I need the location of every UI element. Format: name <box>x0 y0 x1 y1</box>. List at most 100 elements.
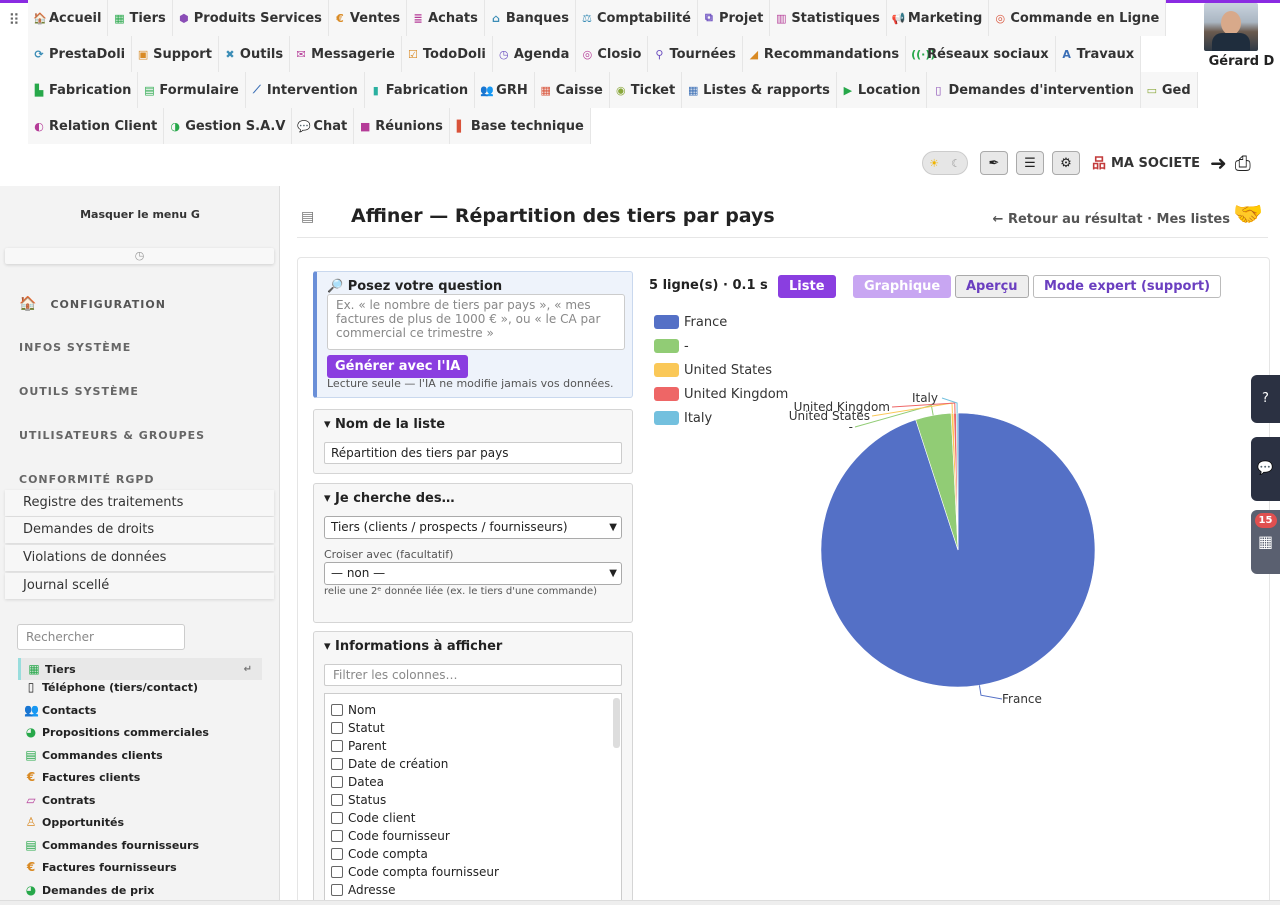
top-menu-item[interactable]: ▭ Ged <box>1140 72 1198 108</box>
view-list-button[interactable]: Liste <box>778 275 836 298</box>
top-menu-item[interactable]: ▮ Fabrication <box>364 72 476 108</box>
top-menu-item[interactable]: ⚲ Tournées <box>648 36 743 72</box>
legend-item[interactable]: Italy <box>654 406 788 430</box>
top-menu-item[interactable]: ⟳ PrestaDoli <box>28 36 133 72</box>
cross-select[interactable]: — non — ▼ <box>324 562 622 585</box>
top-menu-item[interactable]: ✖ Outils <box>218 36 291 72</box>
left-menu-item[interactable]: ◕ Demandes de prix <box>24 883 155 897</box>
left-menu-item[interactable]: ◕ Propositions commerciales <box>24 725 209 739</box>
legend-item[interactable]: United Kingdom <box>654 382 788 406</box>
search-for-heading[interactable]: ▾ Je cherche des… <box>324 491 455 506</box>
top-menu-item[interactable]: ((·)) Réseaux sociaux <box>906 36 1056 72</box>
top-menu-item[interactable]: ⌂ Banques <box>484 0 576 36</box>
top-menu-item[interactable]: ▦ Caisse <box>534 72 610 108</box>
column-option[interactable]: Nom <box>325 701 621 719</box>
top-menu-item[interactable]: ▦ Listes & rapports <box>682 72 837 108</box>
menu-search-input[interactable]: Rechercher <box>17 624 185 650</box>
menu-button[interactable]: ☰ <box>1016 151 1044 175</box>
section-utilisateurs-groupes[interactable]: UTILISATEURS & GROUPES <box>19 429 206 442</box>
company-link[interactable]: 品 MA SOCIETE <box>1092 153 1200 173</box>
legend-item[interactable]: France <box>654 310 788 334</box>
section-conformite-rgpd[interactable]: CONFORMITÉ RGPD <box>19 473 155 486</box>
help-tab[interactable]: ? <box>1251 375 1280 423</box>
top-menu-item[interactable]: ◎ Closio <box>576 36 649 72</box>
column-checkbox[interactable] <box>331 884 343 896</box>
view-preview-button[interactable]: Aperçu <box>955 275 1029 298</box>
scrollbar[interactable] <box>613 698 620 748</box>
hide-menu-link[interactable]: Masquer le menu G <box>80 208 200 221</box>
theme-toggle[interactable]: ☀ ☾ <box>922 151 968 175</box>
column-filter-input[interactable]: Filtrer les colonnes… <box>324 664 622 686</box>
legend-item[interactable]: United States <box>654 358 788 382</box>
left-menu-item[interactable]: € Factures clients <box>24 770 141 784</box>
top-menu-item[interactable]: ≣ Achats <box>407 0 485 36</box>
list-name-heading[interactable]: ▾ Nom de la liste <box>324 417 446 432</box>
top-menu-item[interactable]: ▥ Statistiques <box>770 0 887 36</box>
top-menu-item[interactable]: ▤ Formulaire <box>138 72 246 108</box>
column-checkbox[interactable] <box>331 794 343 806</box>
column-option[interactable]: Datea <box>325 773 621 791</box>
column-option[interactable]: Code client <box>325 809 621 827</box>
left-menu-item[interactable]: ▱ Contrats <box>24 793 95 807</box>
section-outils-systeme[interactable]: OUTILS SYSTÈME <box>19 385 139 398</box>
rgpd-item-journal[interactable]: Journal scellé <box>5 573 274 599</box>
user-name[interactable]: Gérard D <box>1208 54 1275 69</box>
top-menu-item[interactable]: ◉ Ticket <box>609 72 683 108</box>
top-menu-item[interactable]: ⬢ Produits Services <box>172 0 329 36</box>
expert-mode-button[interactable]: Mode expert (support) <box>1033 275 1222 298</box>
column-checkbox[interactable] <box>331 776 343 788</box>
ask-textarea[interactable]: Ex. « le nombre de tiers par pays », « m… <box>327 294 625 350</box>
top-menu-item[interactable]: ▙ Fabrication <box>28 72 139 108</box>
column-checkbox[interactable] <box>331 866 343 878</box>
column-option[interactable]: Status <box>325 791 621 809</box>
top-menu-item[interactable]: ⚖ Comptabilité <box>575 0 698 36</box>
entity-select[interactable]: Tiers (clients / prospects / fournisseur… <box>324 516 622 539</box>
print-icon[interactable]: ⎙ <box>1234 151 1251 175</box>
top-menu-item[interactable]: 📢 Marketing <box>886 0 990 36</box>
left-menu-item[interactable]: ▦ Tiers ↵ <box>18 658 262 680</box>
column-option[interactable]: Statut <box>325 719 621 737</box>
column-option[interactable]: Code fournisseur <box>325 827 621 845</box>
top-menu-item[interactable]: 👥 GRH <box>475 72 535 108</box>
apps-grid-icon[interactable]: ⠿ <box>8 11 20 29</box>
top-menu-item[interactable]: ◎ Commande en Ligne <box>989 0 1167 36</box>
top-menu-item[interactable]: ▯ Demandes d'intervention <box>927 72 1141 108</box>
column-checkbox[interactable] <box>331 740 343 752</box>
column-option[interactable]: Date de création <box>325 755 621 773</box>
top-menu-item[interactable]: ✉ Messagerie <box>290 36 402 72</box>
top-menu-item[interactable]: ■ Réunions <box>354 108 450 144</box>
pen-button[interactable]: ✒ <box>980 151 1008 175</box>
top-menu-item[interactable]: 🏠 Accueil <box>28 0 109 36</box>
top-menu-item[interactable]: ▌ Base technique <box>449 108 591 144</box>
logout-icon[interactable]: ➜ <box>1209 151 1227 175</box>
top-menu-item[interactable]: ◑ Gestion S.A.V <box>164 108 293 144</box>
agenda-tab[interactable]: 15 ▦ <box>1251 510 1280 574</box>
chat-tab[interactable]: 💬 <box>1251 437 1280 501</box>
column-list[interactable]: Nom Statut Parent Date de création Datea Stat… <box>324 693 622 905</box>
column-option[interactable]: Code compta <box>325 845 621 863</box>
section-configuration[interactable]: 🏠 CONFIGURATION <box>19 296 166 312</box>
left-menu-item[interactable]: 👥 Contacts <box>24 703 96 717</box>
left-menu-item[interactable]: € Factures fournisseurs <box>24 860 177 874</box>
left-menu-item[interactable]: ▯ Téléphone (tiers/contact) <box>24 680 198 694</box>
generate-ai-button[interactable]: Générer avec l'IA <box>327 355 469 378</box>
column-checkbox[interactable] <box>331 704 343 716</box>
rgpd-item-registre[interactable]: Registre des traitements <box>5 490 274 516</box>
column-option[interactable]: Code compta fournisseur <box>325 863 621 881</box>
top-menu-item[interactable]: ▣ Support <box>132 36 219 72</box>
list-name-input[interactable]: Répartition des tiers par pays <box>324 442 622 464</box>
left-menu-item[interactable]: ▤ Commandes fournisseurs <box>24 838 199 852</box>
top-menu-item[interactable]: ◷ Agenda <box>492 36 577 72</box>
top-menu-item[interactable]: ☑ TodoDoli <box>401 36 493 72</box>
rgpd-item-demandes[interactable]: Demandes de droits <box>5 517 274 543</box>
column-checkbox[interactable] <box>331 722 343 734</box>
column-checkbox[interactable] <box>331 830 343 842</box>
rgpd-item-violations[interactable]: Violations de données <box>5 545 274 571</box>
legend-item[interactable]: - <box>654 334 788 358</box>
column-checkbox[interactable] <box>331 758 343 770</box>
top-menu-item[interactable]: A Travaux <box>1055 36 1142 72</box>
left-menu-item[interactable]: ▤ Commandes clients <box>24 748 162 762</box>
column-checkbox[interactable] <box>331 848 343 860</box>
info-heading[interactable]: ▾ Informations à afficher <box>324 639 503 654</box>
column-option[interactable]: Parent <box>325 737 621 755</box>
